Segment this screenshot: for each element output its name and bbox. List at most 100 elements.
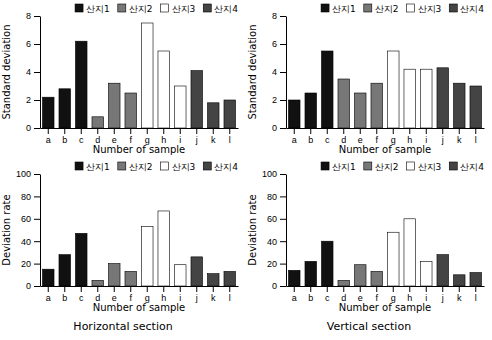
tick: e — [358, 128, 363, 145]
tick-label: 0 — [26, 281, 31, 291]
tick-mark — [180, 286, 181, 292]
tick-mark — [280, 219, 286, 220]
bar — [453, 83, 465, 128]
tick: h — [161, 286, 166, 303]
axis-line — [287, 128, 485, 129]
bar — [224, 271, 236, 286]
tick: 0 — [272, 123, 286, 133]
tick-mark — [280, 264, 286, 265]
legend-item: 산지3 — [161, 162, 196, 172]
tick-mark — [426, 128, 427, 134]
tick: g — [145, 128, 150, 145]
tick-label: k — [211, 135, 216, 145]
tick: 60 — [21, 214, 40, 224]
tick-mark — [34, 264, 40, 265]
bar — [470, 86, 482, 128]
y-axis: 020406080100 — [262, 169, 287, 291]
tick-label: j — [195, 135, 198, 145]
tick: f — [375, 128, 378, 145]
tick-label: b — [308, 293, 313, 303]
bar — [125, 271, 137, 286]
tick: 2 — [26, 95, 40, 105]
tick-mark — [310, 286, 311, 292]
tick-label: c — [325, 293, 330, 303]
tick: 4 — [26, 67, 40, 77]
bar — [437, 255, 449, 286]
tick-label: c — [325, 135, 330, 145]
tick-label: k — [457, 135, 462, 145]
bar — [207, 274, 219, 286]
tick-mark — [196, 286, 197, 292]
legend-label: 산지1 — [86, 162, 110, 172]
tick: b — [308, 286, 313, 303]
legend-label: 산지2 — [375, 162, 399, 172]
legend-item: 산지1 — [75, 162, 110, 172]
tick-mark — [310, 128, 311, 134]
legend-swatch — [75, 4, 83, 12]
tick: i — [179, 286, 181, 303]
series — [191, 71, 236, 128]
tick-mark — [229, 286, 230, 292]
tick: l — [475, 128, 477, 145]
tick: d — [95, 128, 100, 145]
tick-mark — [97, 286, 98, 292]
bar — [92, 280, 104, 286]
tick-mark — [327, 286, 328, 292]
bar — [321, 51, 333, 128]
tick-mark — [34, 196, 40, 197]
tick: k — [211, 128, 216, 145]
tick: 20 — [267, 259, 286, 269]
bars — [42, 211, 235, 286]
bars — [42, 23, 235, 128]
tick-label: c — [79, 293, 84, 303]
tick-mark — [409, 286, 410, 292]
bars — [288, 219, 481, 286]
legend-swatch — [364, 162, 372, 170]
tick-mark — [442, 286, 443, 292]
tick-mark — [48, 128, 49, 134]
tick-label: 8 — [26, 11, 31, 21]
legend-label: 산지3 — [418, 4, 442, 14]
bar — [75, 233, 87, 286]
legend-item: 산지2 — [364, 4, 399, 14]
legend-item: 산지1 — [321, 162, 356, 172]
tick-mark — [280, 174, 286, 175]
tick-label: 40 — [21, 237, 31, 247]
tick: 20 — [21, 259, 40, 269]
tick-label: k — [457, 293, 462, 303]
panel: abcdefghijkl02468Number of sampleStandar… — [247, 4, 485, 155]
legend-swatch — [203, 4, 211, 12]
tick-mark — [280, 16, 286, 17]
tick: 2 — [272, 95, 286, 105]
tick-label: 20 — [267, 259, 277, 269]
bar — [387, 232, 399, 286]
tick-label: b — [308, 135, 313, 145]
tick-mark — [34, 100, 40, 101]
bar — [305, 93, 317, 128]
tick-mark — [280, 196, 286, 197]
bar — [158, 211, 170, 286]
bar — [404, 219, 416, 286]
tick: 40 — [267, 237, 286, 247]
tick-label: a — [292, 293, 297, 303]
legend-item: 산지3 — [407, 4, 442, 14]
bar — [125, 93, 137, 128]
series — [141, 211, 186, 286]
tick-mark — [459, 286, 460, 292]
tick-label: 80 — [267, 192, 277, 202]
legend: 산지1산지2산지3산지4 — [75, 4, 238, 14]
bar — [207, 103, 219, 128]
series — [288, 241, 333, 286]
annotation: Vertical section — [327, 320, 411, 333]
tick-label: l — [229, 293, 231, 303]
tick-mark — [280, 241, 286, 242]
tick: d — [341, 286, 346, 303]
tick: f — [129, 128, 132, 145]
legend-item: 산지4 — [203, 4, 238, 14]
panel: abcdefghijkl020406080100Number of sample… — [1, 162, 239, 333]
legend-item: 산지1 — [321, 4, 356, 14]
tick: 6 — [26, 39, 40, 49]
series — [437, 68, 482, 128]
y-axis: 020406080100 — [16, 169, 41, 291]
tick-label: b — [62, 293, 67, 303]
